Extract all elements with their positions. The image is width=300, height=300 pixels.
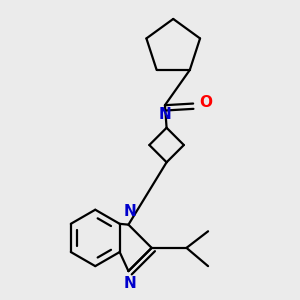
Text: O: O	[199, 95, 212, 110]
Text: N: N	[123, 276, 136, 291]
Text: N: N	[123, 204, 136, 219]
Text: N: N	[159, 107, 171, 122]
